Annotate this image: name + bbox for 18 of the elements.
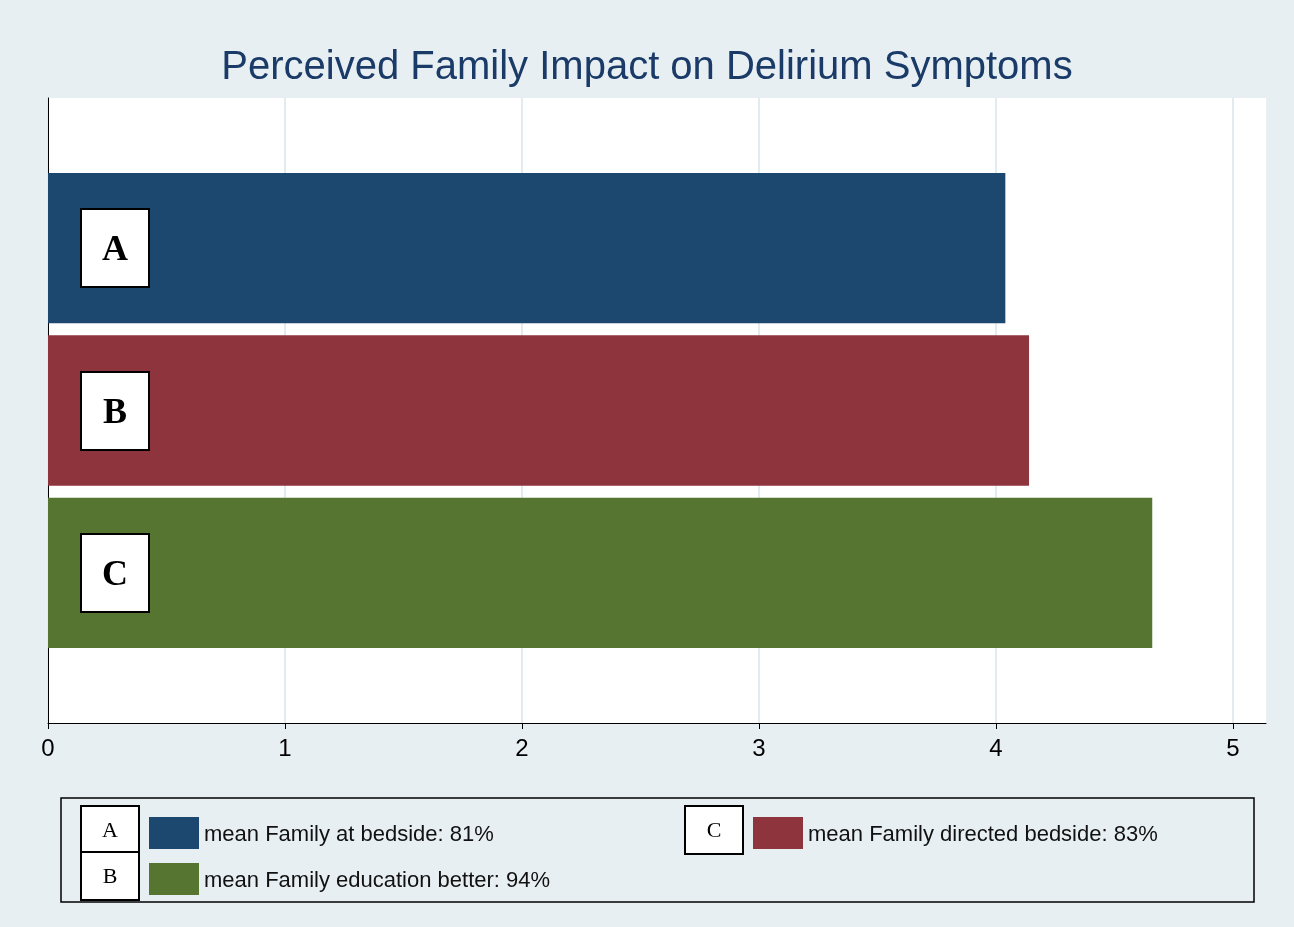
- letter-box: B: [80, 370, 150, 451]
- legend-label: mean Family directed bedside: 83%: [808, 820, 1158, 846]
- letter-box: C: [80, 532, 150, 613]
- bar: [48, 173, 1006, 324]
- legend-label: mean Family education better: 94%: [204, 866, 551, 892]
- x-tick-label: 5: [1226, 733, 1240, 761]
- letter-box: C: [684, 805, 744, 855]
- letter-box: B: [80, 851, 140, 901]
- bar: [48, 497, 1153, 648]
- x-tick-label: 3: [752, 733, 766, 761]
- chart-title: Perceived Family Impact on Delirium Symptoms: [221, 43, 1073, 87]
- x-tick-label: 4: [989, 733, 1003, 761]
- x-tick-label: 2: [515, 733, 529, 761]
- x-tick-label: 0: [41, 733, 55, 761]
- letter-box: A: [80, 208, 150, 289]
- x-tick-label: 1: [278, 733, 292, 761]
- bar: [48, 335, 1030, 486]
- legend-label: mean Family at bedside: 81%: [204, 820, 494, 846]
